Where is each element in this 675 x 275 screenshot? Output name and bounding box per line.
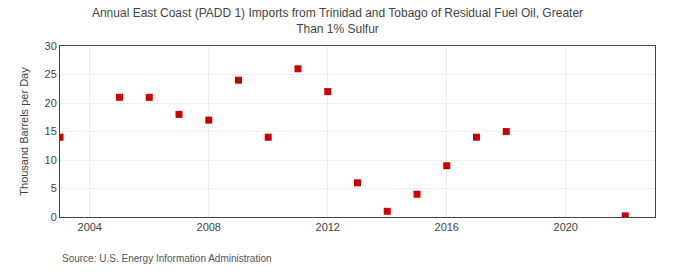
svg-text:20: 20 [45,97,57,109]
svg-text:2012: 2012 [316,221,340,233]
svg-text:Thousand Barrels per Day: Thousand Barrels per Day [18,67,30,196]
svg-text:25: 25 [45,68,57,80]
svg-text:0: 0 [51,211,57,223]
svg-text:5: 5 [51,182,57,194]
svg-text:Source: U.S. Energy Informatio: Source: U.S. Energy Information Administ… [62,253,272,264]
svg-text:10: 10 [45,154,57,166]
svg-text:Annual East Coast (PADD 1) Imp: Annual East Coast (PADD 1) Imports from … [92,6,583,36]
svg-text:2016: 2016 [435,221,459,233]
svg-text:2004: 2004 [78,221,102,233]
svg-text:2020: 2020 [554,221,578,233]
svg-text:30: 30 [45,40,57,52]
svg-text:15: 15 [45,125,57,137]
svg-text:2008: 2008 [197,221,221,233]
